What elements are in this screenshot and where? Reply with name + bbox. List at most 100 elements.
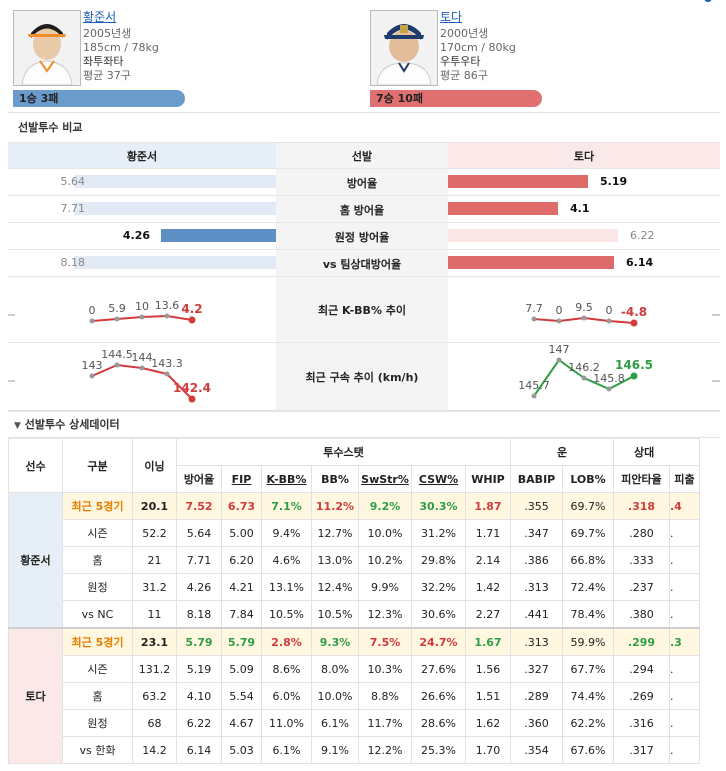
compare-right-cell: 6.22 (448, 223, 720, 250)
stat-cell: 6.1% (261, 736, 312, 764)
table-row: 홈 63.2 4.10 5.54 6.0% 10.0% 8.8% 26.6% 1.51.289 7… (9, 682, 700, 710)
record-badge-right: 7승 10패 (370, 90, 542, 107)
record-badge-left: 1승 3패 (13, 90, 185, 107)
kbb-trend-label: 최근 K-BB% 추이 (276, 277, 448, 343)
trend-point-label: 144 (132, 351, 153, 364)
row-type-cell: 원정 (62, 573, 133, 601)
compare-bar-right (448, 202, 558, 215)
trend-point (581, 315, 587, 321)
stat-cell: 1.62 (465, 709, 511, 737)
stat-cell: 1.87 (465, 492, 511, 520)
stat-cell: 12.4% (311, 573, 359, 601)
stat-cell: 6.14 (176, 736, 222, 764)
stat-cell: 5.00 (221, 519, 262, 547)
stat-cell: 69.7% (562, 519, 614, 547)
trend-line-segment (141, 315, 168, 318)
stat-cell: 1.70 (465, 736, 511, 764)
compare-value-left: 8.18 (60, 256, 86, 269)
compare-value-right: 5.19 (600, 175, 628, 188)
stat-cell: .317 (613, 736, 670, 764)
compare-bar-left (74, 202, 276, 215)
compare-value-right: 6.14 (626, 256, 654, 269)
col-header-1[interactable]: FIP (221, 465, 262, 493)
pitcher-body-right: 170cm / 80kg (440, 41, 516, 54)
stat-cell: 13.1% (261, 573, 312, 601)
pitcher-avg-pitches-right: 평균 86구 (440, 69, 488, 82)
stat-cell: . (669, 573, 700, 601)
stat-cell: . (669, 519, 700, 547)
stat-cell: .299 (613, 627, 670, 656)
trend-point-label: 143.3 (151, 357, 183, 370)
pitcher-avg-pitches-left: 평균 37구 (83, 69, 131, 82)
row-type-cell: 최근 5경기 (62, 627, 133, 656)
col-header-8: LOB% (562, 465, 614, 493)
col-header-4[interactable]: SwStr% (358, 465, 412, 493)
pitcher-name-link-left[interactable]: 황준서 (83, 10, 117, 24)
group-other-header: 상대 (613, 438, 700, 466)
col-header-10: 피출 (669, 465, 700, 493)
compare-left-cell: 5.64 (8, 169, 276, 196)
stat-cell: 59.9% (562, 627, 614, 656)
stat-cell: 67.6% (562, 736, 614, 764)
table-row: 시즌 52.2 5.64 5.00 9.4% 12.7% 10.0% 31.2% 1.71.34… (9, 519, 700, 547)
trend-point (556, 357, 562, 363)
stat-cell: 28.6% (411, 709, 466, 737)
stat-cell: 31.2% (411, 519, 466, 547)
row-ip-cell: 68 (132, 709, 177, 737)
trend-point (164, 313, 170, 319)
trend-point (114, 362, 120, 368)
pitcher-body-left: 185cm / 78kg (83, 41, 159, 54)
compare-header-mid: 선발 (276, 143, 448, 169)
stat-cell: .327 (510, 655, 563, 683)
row-ip-cell: 14.2 (132, 736, 177, 764)
stat-cell: 13.0% (311, 546, 359, 574)
stat-cell: 9.3% (311, 627, 359, 656)
kbb-trend-row: 0 5.9 10 13.6 4.2 최근 K-BB% 추이 7.7 0 9.5 0 -4.8 (8, 276, 720, 343)
stat-cell: 27.6% (411, 655, 466, 683)
stat-cell: 8.0% (311, 655, 359, 683)
trend-point-label: 144.5 (101, 348, 133, 361)
stat-cell: 5.79 (176, 627, 222, 656)
stat-cell: .237 (613, 573, 670, 601)
col-header-5[interactable]: CSW% (411, 465, 466, 493)
trend-point-label: 145.8 (593, 372, 625, 385)
compare-bar-right (448, 175, 588, 188)
stat-cell: 7.84 (221, 600, 262, 629)
stat-cell: 4.26 (176, 573, 222, 601)
compare-right-cell: 6.14 (448, 250, 720, 277)
col-header-0: 방어율 (176, 465, 222, 493)
stat-cell: 7.5% (358, 627, 412, 656)
velocity-trend-row: 143 144.5 144 143.3 142.4 최근 구속 추이 (km/h) 14… (8, 342, 720, 412)
stat-cell: 67.7% (562, 655, 614, 683)
stat-cell: 10.0% (311, 682, 359, 710)
stat-cell: 4.6% (261, 546, 312, 574)
stat-cell: 9.4% (261, 519, 312, 547)
stat-cell: 9.2% (358, 492, 412, 520)
stat-cell: 12.7% (311, 519, 359, 547)
col-header-7: BABIP (510, 465, 563, 493)
pitcher-name-link-right[interactable]: 토다 (440, 10, 463, 24)
stat-cell: .354 (510, 736, 563, 764)
trend-line-segment (533, 359, 560, 397)
stat-cell: .355 (510, 492, 563, 520)
stat-cell: . (669, 600, 700, 629)
compare-row-label: vs 팀상대방어율 (276, 250, 448, 277)
stat-cell: 12.3% (358, 600, 412, 629)
compare-row: 4.26 원정 방어율 6.22 (8, 222, 720, 250)
trend-point (581, 375, 587, 381)
stat-cell: .3 (669, 627, 700, 656)
stat-cell: .318 (613, 492, 670, 520)
col-header-2[interactable]: K-BB% (261, 465, 312, 493)
detail-section-toggle[interactable]: ▼ 선발투수 상세데이터 (8, 410, 720, 438)
row-ip-cell: 23.1 (132, 627, 177, 656)
stat-cell: 5.64 (176, 519, 222, 547)
velocity-trend-label: 최근 구속 추이 (km/h) (276, 343, 448, 411)
stat-cell: 5.79 (221, 627, 262, 656)
row-type-cell: vs NC (62, 600, 133, 629)
row-type-cell: 원정 (62, 709, 133, 737)
stat-cell: .313 (510, 573, 563, 601)
stat-cell: .360 (510, 709, 563, 737)
stat-cell: 4.67 (221, 709, 262, 737)
trend-point (531, 316, 537, 322)
trend-point-label: 9.5 (575, 301, 593, 314)
